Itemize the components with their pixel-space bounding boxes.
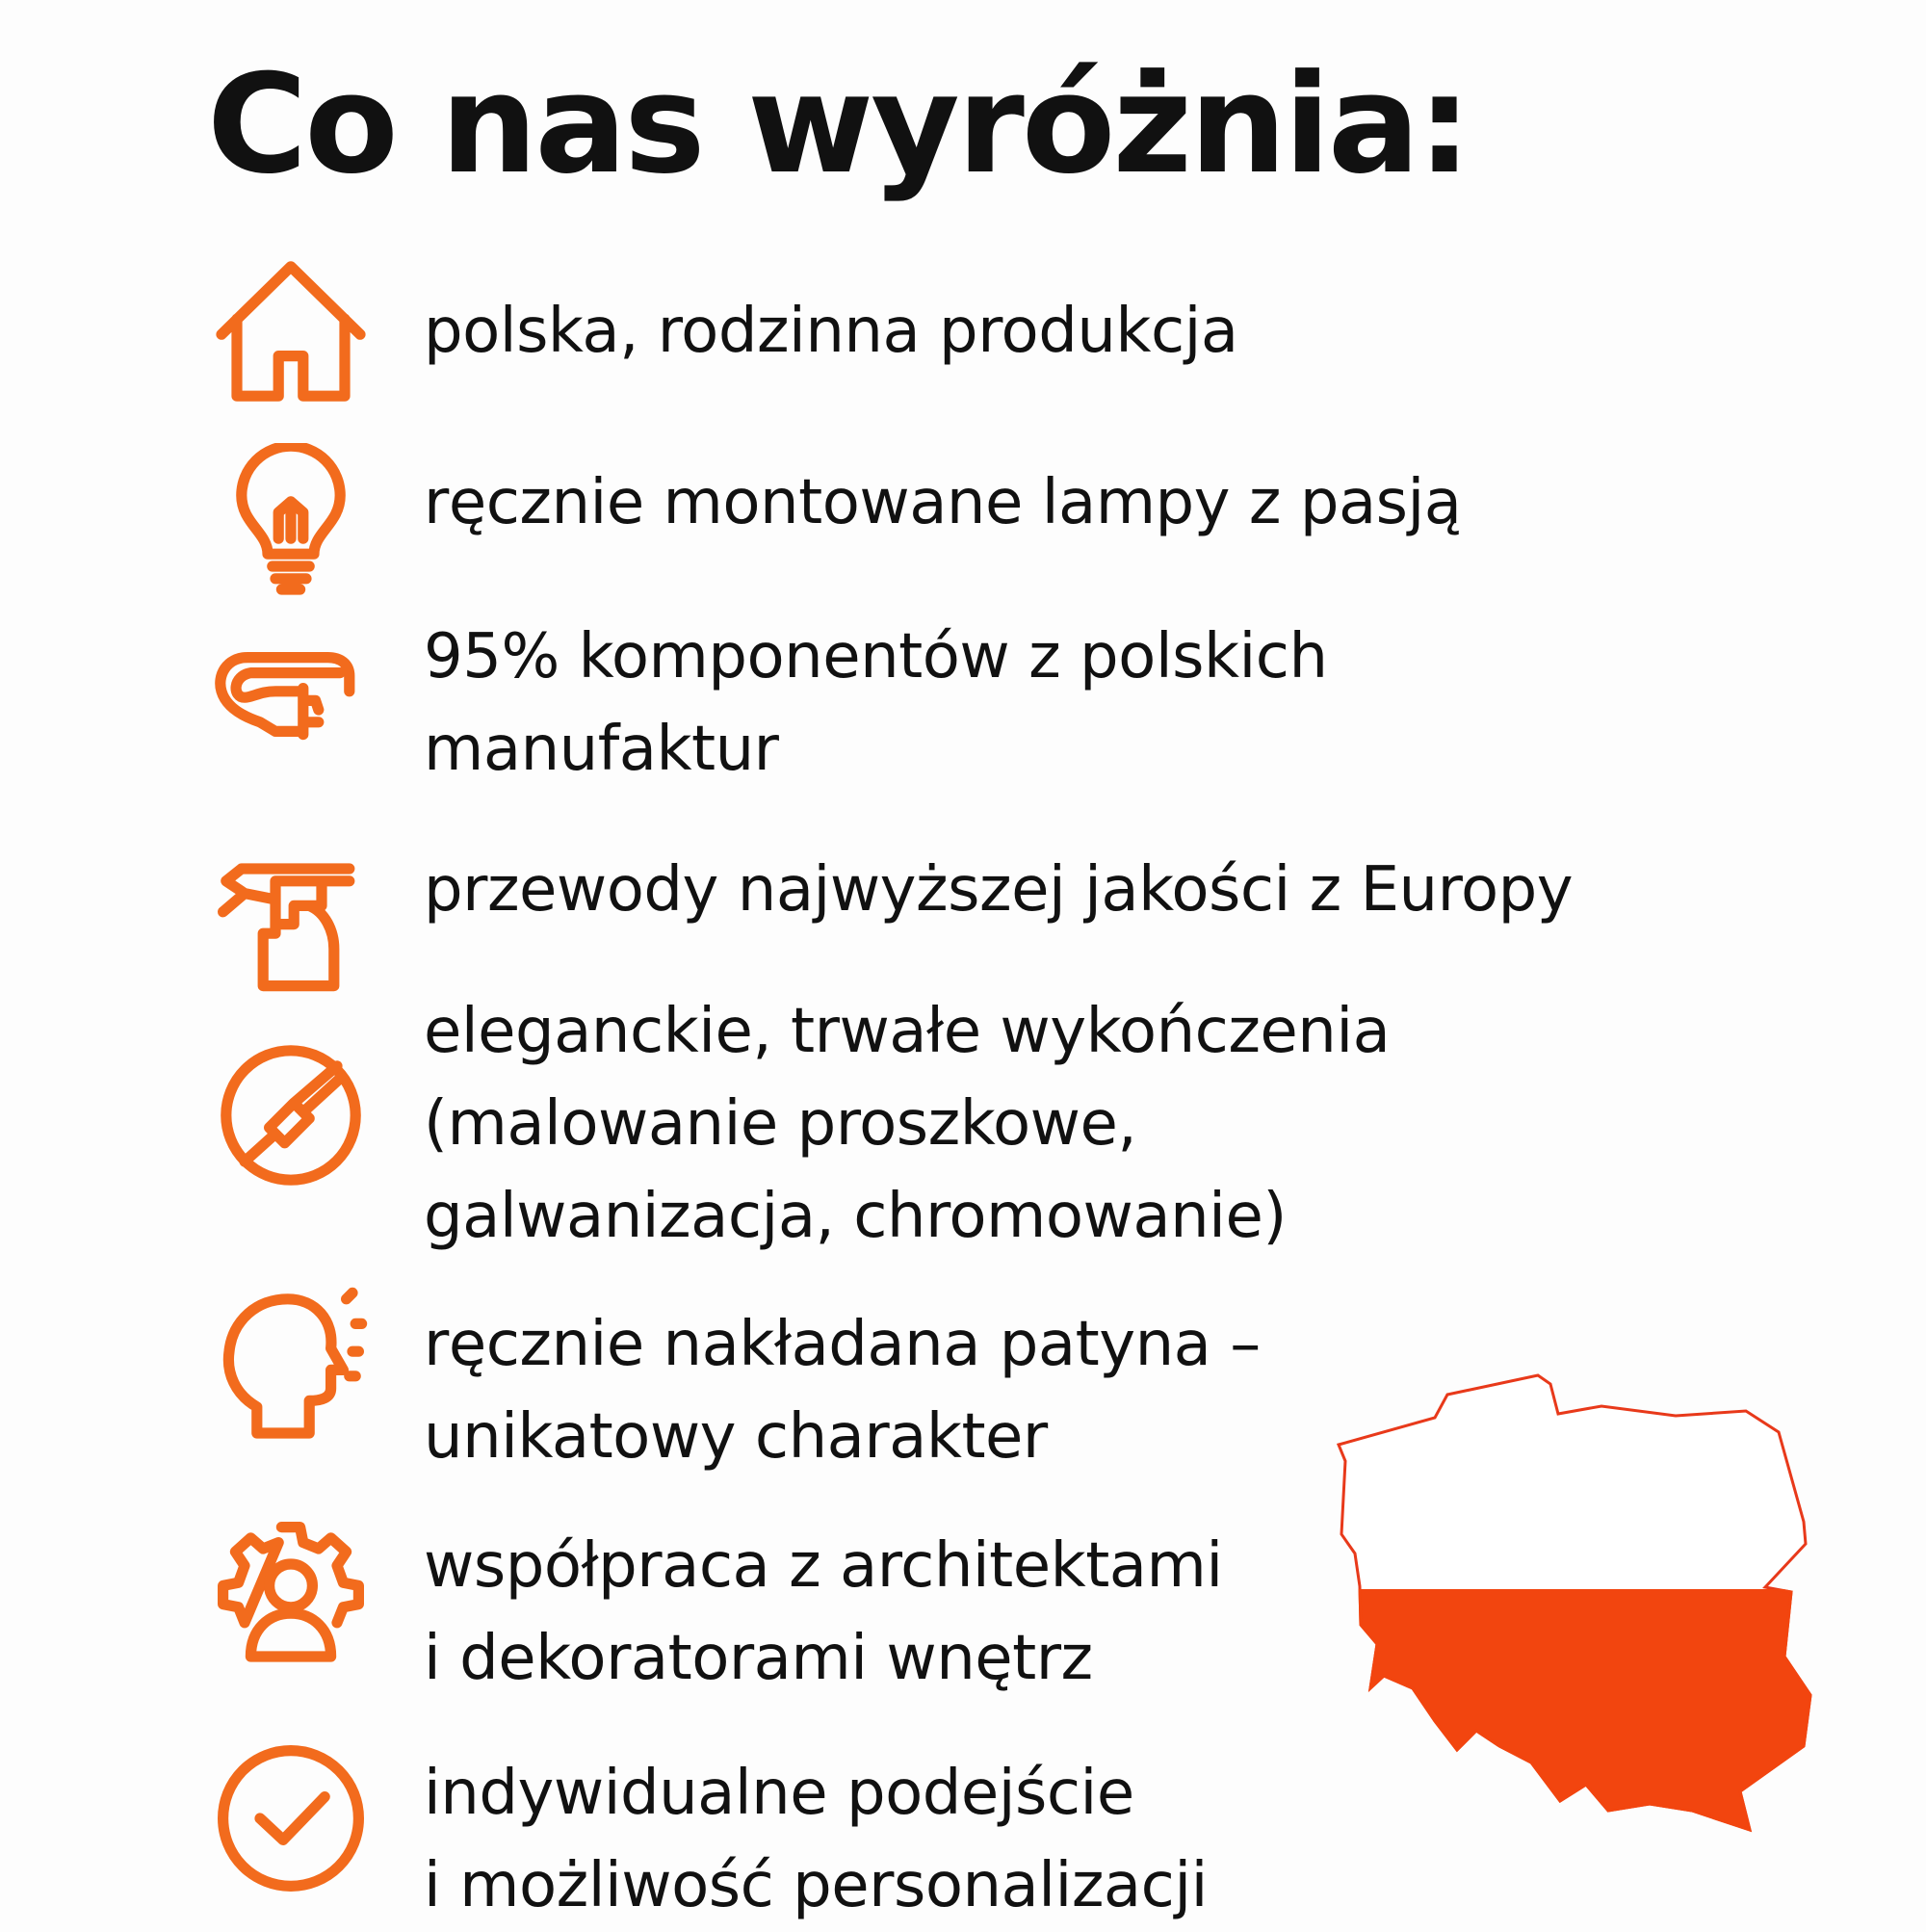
spray-bottle-icon <box>214 838 368 992</box>
feature-line: galwanizacja, chromowanie) <box>424 1181 1287 1252</box>
feature-line: polska, rodzinna produkcja <box>424 296 1238 367</box>
feature-line: ręcznie nakładana patyna – <box>424 1309 1261 1380</box>
feature-text-8: indywidualne podejście i możliwość perso… <box>424 1747 1208 1932</box>
feature-line: ręcznie montowane lampy z pasją <box>424 467 1462 538</box>
feature-line: i dekoratorami wnętrz <box>424 1623 1093 1694</box>
feature-line: 95% komponentów z polskich <box>424 621 1328 692</box>
map-white-half <box>1337 1373 1812 1832</box>
feature-line: unikatowy charakter <box>424 1401 1048 1473</box>
feature-text-5: eleganckie, trwałe wykończenia (malowani… <box>424 985 1391 1263</box>
house-icon <box>214 254 368 408</box>
feature-line: eleganckie, trwałe wykończenia <box>424 996 1391 1067</box>
feature-line: przewody najwyższej jakości z Europy <box>424 854 1574 926</box>
gear-person-icon <box>214 1518 368 1672</box>
feature-text-7: współpraca z architektami i dekoratorami… <box>424 1520 1223 1705</box>
feature-text-1: polska, rodzinna produkcja <box>424 285 1238 378</box>
feature-text-4: przewody najwyższej jakości z Europy <box>424 844 1574 936</box>
feature-text-6: ręcznie nakładana patyna – unikatowy cha… <box>424 1298 1261 1483</box>
feature-line: i możliwość personalizacji <box>424 1850 1208 1921</box>
feature-text-3: 95% komponentów z polskich manufaktur <box>424 611 1328 796</box>
cable-plug-icon <box>214 633 368 787</box>
page-title: Co nas wyróżnia: <box>207 45 1471 204</box>
feature-line: współpraca z architektami <box>424 1530 1223 1602</box>
check-circle-icon <box>214 1741 368 1895</box>
feature-line: manufaktur <box>424 714 779 785</box>
feature-line: indywidualne podejście <box>424 1758 1134 1829</box>
lightbulb-icon <box>214 440 368 597</box>
feature-line: (malowanie proszkowe, <box>424 1088 1137 1160</box>
feature-text-2: ręcznie montowane lampy z pasją <box>424 457 1462 549</box>
head-idea-icon <box>214 1287 368 1441</box>
paint-brush-circle-icon <box>214 1038 368 1192</box>
map-red-half <box>1337 1589 1812 1832</box>
